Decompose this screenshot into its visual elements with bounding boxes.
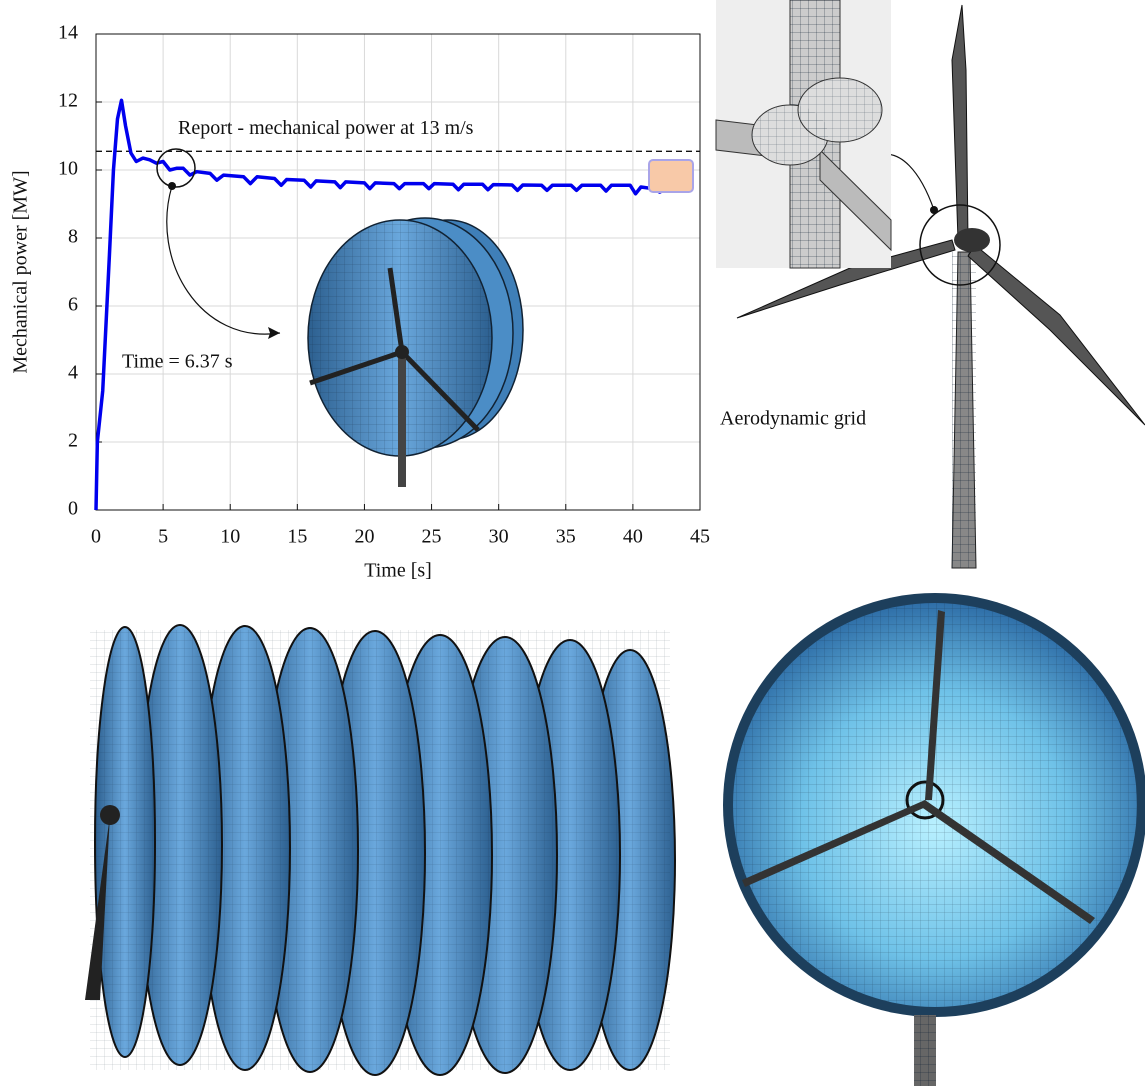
annotation-arrow bbox=[167, 186, 280, 334]
wake-illustration bbox=[308, 218, 523, 487]
comment-icon[interactable] bbox=[649, 160, 693, 192]
hub-inset bbox=[716, 0, 891, 268]
y-tick-label: 4 bbox=[68, 362, 78, 384]
x-tick-label: 5 bbox=[158, 526, 168, 548]
y-tick-label: 2 bbox=[68, 430, 78, 452]
x-tick-label: 45 bbox=[690, 526, 710, 548]
y-axis-label: Mechanical power [MW] bbox=[10, 170, 32, 373]
spiral-wake-illustration bbox=[85, 625, 675, 1075]
y-tick-label: 12 bbox=[58, 90, 78, 112]
x-tick-label: 25 bbox=[422, 526, 442, 548]
x-tick-label: 15 bbox=[287, 526, 307, 548]
x-tick-label: 30 bbox=[489, 526, 509, 548]
y-tick-label: 10 bbox=[58, 158, 78, 180]
x-tick-label: 0 bbox=[91, 526, 101, 548]
y-tick-label: 0 bbox=[68, 498, 78, 520]
x-tick-label: 35 bbox=[556, 526, 576, 548]
y-tick-label: 6 bbox=[68, 294, 78, 316]
highlight-dot bbox=[168, 182, 176, 190]
arrow-head bbox=[268, 327, 280, 339]
x-tick-label: 20 bbox=[354, 526, 374, 548]
reference-label: Report - mechanical power at 13 m/s bbox=[178, 117, 474, 139]
figure: 0 5 10 15 20 25 30 35 40 45 0 2 4 6 8 10 12 14 Time [s] Mec… bbox=[0, 0, 1145, 1086]
time-annotation: Time = 6.37 s bbox=[122, 351, 233, 373]
x-tick-label: 10 bbox=[220, 526, 240, 548]
y-tick-label: 14 bbox=[58, 22, 78, 44]
front-disc-illustration bbox=[723, 593, 1145, 1086]
x-axis-label: Time [s] bbox=[364, 560, 432, 582]
grid-annotation: Aerodynamic grid bbox=[720, 408, 866, 430]
y-tick-label: 8 bbox=[68, 226, 78, 248]
x-tick-label: 40 bbox=[623, 526, 643, 548]
